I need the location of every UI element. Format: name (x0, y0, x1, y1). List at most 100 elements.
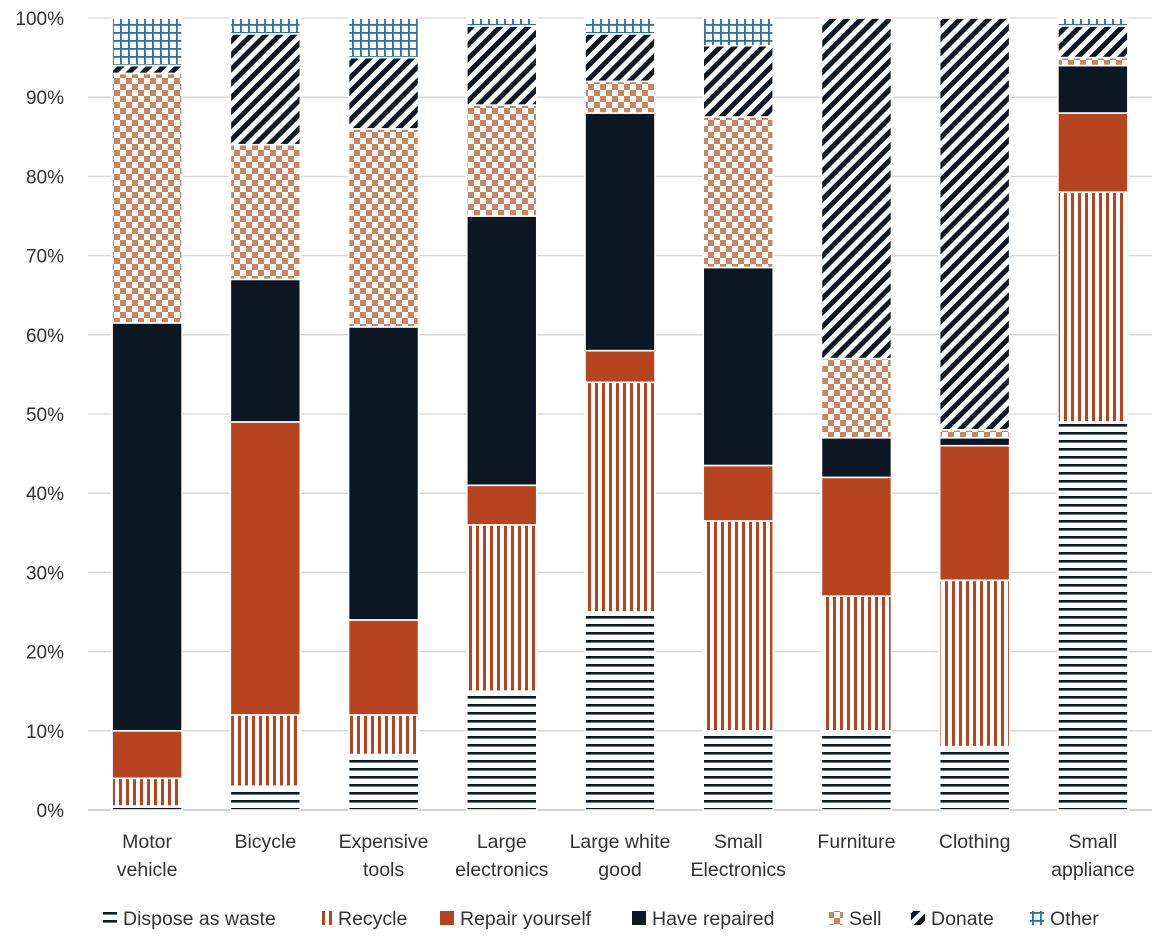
bar-segment-donate (1057, 25, 1129, 59)
legend-swatch (1030, 911, 1044, 925)
bar-segment-have-repaired (584, 112, 656, 352)
bar-segment-sell (229, 143, 302, 281)
bar-segment-repair-yourself (938, 444, 1011, 582)
bar-stack (1057, 17, 1129, 811)
legend-swatch (318, 911, 332, 925)
bar-segment-donate (584, 33, 656, 83)
y-tick-label: 100% (15, 9, 64, 30)
bar-segment-have-repaired (938, 436, 1011, 447)
x-axis-category-labels: Motor vehicle Bicycle Expensive tools Large el… (117, 831, 1135, 881)
x-category-label: Furniture (817, 831, 895, 853)
legend-item: Repair yourself (440, 908, 592, 930)
bar-segment-recycle (938, 579, 1011, 748)
bar-segment-sell (111, 72, 183, 324)
bar-segment-donate (820, 17, 893, 360)
y-tick-label: 70% (26, 247, 64, 268)
bar-segment-dispose-as-waste (347, 753, 420, 811)
bar-stack (702, 17, 775, 811)
bar-segment-repair-yourself (347, 619, 420, 716)
bar-segment-recycle (1057, 191, 1129, 423)
bar-segment-have-repaired (347, 326, 420, 621)
bar-segment-recycle (584, 381, 656, 613)
y-tick-label: 90% (26, 88, 64, 109)
bar-segment-donate (111, 64, 183, 75)
bar-segment-dispose-as-waste (820, 729, 893, 811)
bar-stack (111, 17, 183, 811)
bar-segment-other (347, 17, 420, 59)
bar-segment-dispose-as-waste (702, 729, 775, 811)
bar-segment-have-repaired (111, 322, 183, 732)
legend-item: Recycle (318, 908, 407, 930)
legend-item: Other (1030, 908, 1099, 930)
bar-segment-dispose-as-waste (465, 690, 538, 811)
bar-segment-other (229, 17, 302, 35)
y-tick-label: 10% (26, 722, 64, 743)
bar-segment-donate (465, 25, 538, 106)
y-tick-label: 80% (26, 167, 64, 188)
bar-segment-recycle (229, 714, 302, 788)
bar-stack (584, 17, 656, 811)
y-tick-label: 0% (37, 801, 65, 822)
bar-segment-have-repaired (465, 215, 538, 487)
legend-label: Recycle (338, 908, 407, 930)
bar-stack (347, 17, 420, 811)
bar-segment-repair-yourself (702, 464, 775, 522)
bar-stack (820, 17, 893, 811)
legend: Dispose as waste Recycle Repair yourself Ha… (103, 908, 1099, 930)
bar-stack (229, 17, 302, 811)
legend-swatch (829, 911, 843, 925)
bar-segment-recycle (820, 595, 893, 732)
legend-swatch (632, 911, 646, 925)
bar-segment-dispose-as-waste (584, 611, 656, 811)
bar-segment-dispose-as-waste (1057, 421, 1129, 811)
bar-segment-repair-yourself (111, 729, 183, 780)
legend-item: Donate (911, 908, 994, 930)
legend-swatch (911, 911, 925, 925)
bar-segment-have-repaired (702, 266, 775, 467)
bar-segment-have-repaired (820, 436, 893, 479)
bar-segment-other (584, 17, 656, 35)
bar-stacks (111, 17, 1129, 811)
bar-segment-recycle (465, 524, 538, 693)
bar-segment-donate (938, 17, 1011, 431)
legend-swatch (103, 911, 117, 925)
bar-segment-sell (702, 116, 775, 269)
bar-segment-other (1057, 17, 1129, 27)
bar-segment-donate (347, 56, 420, 130)
bar-segment-sell (1057, 56, 1129, 67)
bar-segment-repair-yourself (229, 421, 302, 716)
legend-item: Have repaired (632, 908, 774, 930)
x-category-label: Small Electronics (691, 831, 787, 881)
bar-stack (465, 17, 538, 811)
bar-segment-other (111, 17, 183, 67)
bar-segment-sell (820, 357, 893, 439)
legend-label: Dispose as waste (123, 908, 276, 930)
x-category-label: Large electronics (455, 831, 548, 881)
legend-label: Other (1050, 908, 1099, 930)
x-category-label: Clothing (939, 831, 1011, 853)
bar-segment-sell (938, 429, 1011, 439)
legend-label: Have repaired (652, 908, 774, 930)
bar-segment-other (465, 17, 538, 27)
y-tick-label: 60% (26, 326, 64, 347)
bar-stack (938, 17, 1011, 811)
x-category-label: Small appliance (1051, 831, 1134, 881)
bar-segment-sell (347, 128, 420, 328)
legend-item: Dispose as waste (103, 908, 276, 930)
bar-segment-sell (465, 104, 538, 217)
bar-segment-dispose-as-waste (229, 785, 302, 811)
x-category-label: Motor vehicle (117, 831, 178, 881)
bar-segment-have-repaired (229, 278, 302, 423)
y-tick-label: 30% (26, 563, 64, 584)
bar-segment-sell (584, 80, 656, 114)
bar-segment-repair-yourself (1057, 112, 1129, 194)
bar-segment-donate (229, 33, 302, 146)
legend-label: Donate (931, 908, 994, 930)
y-axis-tick-labels: 0% 10% 20% 30% 40% 50% 60% 70% 80% 90% 100% (15, 9, 64, 822)
x-category-label: Large white good (570, 831, 671, 881)
legend-swatch (440, 911, 454, 925)
bar-segment-recycle (347, 714, 420, 756)
x-category-label: Bicycle (234, 831, 296, 853)
y-tick-label: 40% (26, 484, 64, 505)
